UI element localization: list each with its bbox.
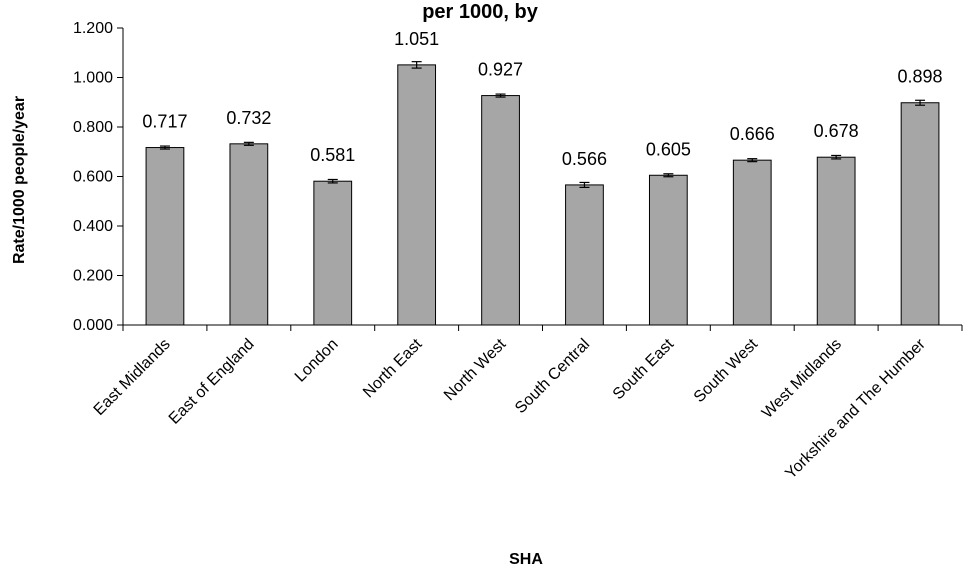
y-tick-label: 0.600 bbox=[73, 169, 113, 186]
data-label: 0.605 bbox=[646, 139, 691, 159]
bar bbox=[397, 64, 437, 326]
chart-title: per 1000, by bbox=[422, 1, 539, 23]
plot-area: 0.000 0.200 0.400 0.600 0.800 1.000 1.200 0.717… bbox=[73, 20, 963, 482]
bar bbox=[900, 102, 940, 326]
data-label: 0.717 bbox=[142, 112, 187, 132]
y-tick-label: 0.200 bbox=[73, 268, 113, 285]
data-label: 0.732 bbox=[226, 108, 271, 128]
y-tick-label: 0.400 bbox=[73, 218, 113, 235]
category-label: East Midlands bbox=[91, 336, 174, 419]
data-label: 0.666 bbox=[730, 124, 775, 144]
category-label: North West bbox=[441, 335, 510, 404]
category-label: London bbox=[292, 336, 342, 386]
y-tick-label: 1.000 bbox=[73, 70, 113, 87]
y-tick-label: 0.800 bbox=[73, 119, 113, 136]
data-label: 1.051 bbox=[394, 29, 439, 49]
category-label: South Central bbox=[512, 336, 593, 417]
data-label: 0.581 bbox=[310, 145, 355, 165]
bar bbox=[565, 184, 604, 326]
data-label: 0.927 bbox=[478, 60, 523, 80]
category-label: South West bbox=[691, 335, 762, 406]
y-axis-title: Rate/1000 people/year bbox=[11, 96, 28, 264]
bar bbox=[816, 156, 856, 326]
category-label: West Midlands bbox=[759, 336, 845, 422]
y-tick-label: 0.000 bbox=[73, 317, 113, 334]
bar bbox=[648, 174, 688, 326]
bar bbox=[145, 147, 185, 326]
category-label: South East bbox=[610, 335, 678, 403]
bar bbox=[229, 143, 269, 326]
bar bbox=[313, 180, 353, 326]
category-label: Yorkshire and The Humber bbox=[782, 335, 929, 482]
bar bbox=[481, 95, 520, 326]
data-label: 0.566 bbox=[562, 149, 607, 169]
bar bbox=[732, 159, 772, 326]
y-tick-label: 1.200 bbox=[73, 20, 113, 37]
category-label: North East bbox=[360, 335, 426, 401]
category-label: East of England bbox=[166, 336, 258, 428]
x-axis-title: SHA bbox=[509, 551, 543, 568]
data-label: 0.678 bbox=[814, 121, 859, 141]
data-label: 0.898 bbox=[898, 67, 943, 87]
